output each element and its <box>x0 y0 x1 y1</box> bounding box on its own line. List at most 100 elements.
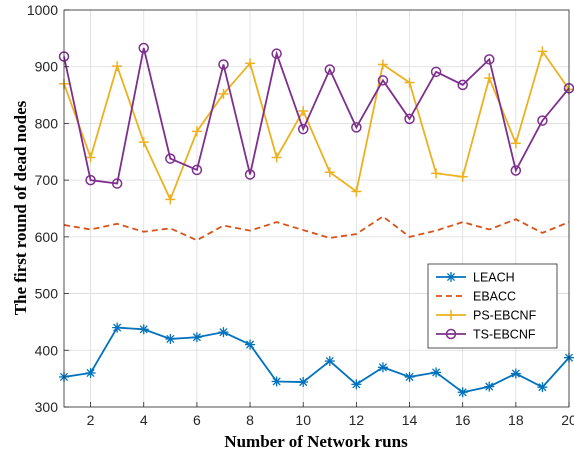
data-point-leach <box>112 322 123 333</box>
series-ps-ebcnf <box>59 46 574 205</box>
marker-stroke <box>432 368 441 377</box>
data-point-leach <box>377 362 388 373</box>
marker-stroke <box>272 377 281 386</box>
x-tick-label: 20 <box>561 412 574 428</box>
series-ebacc <box>63 215 570 242</box>
legend-label: LEACH <box>473 271 515 285</box>
data-point-ps-ebcnf <box>218 88 229 99</box>
y-tick-label: 500 <box>35 286 59 302</box>
legend-marker <box>445 328 457 340</box>
data-point-ps-ebcnf <box>510 138 521 149</box>
series-line-ps-ebcnf <box>63 49 570 202</box>
data-point-leach <box>404 371 415 382</box>
ticks: 2 4 6 8 10 12 14 16 18 20 300 400 500 600 700 800 900 100… <box>27 2 574 428</box>
data-point-ps-ebcnf <box>404 77 415 88</box>
legend-item-ps-ebcnf: PS-EBCNF <box>436 309 537 323</box>
data-point-leach <box>138 324 149 335</box>
marker-stroke <box>86 368 95 378</box>
data-point-ps-ebcnf <box>324 167 335 178</box>
legend-label: PS-EBCNF <box>473 309 537 323</box>
marker-stroke <box>139 325 148 334</box>
marker-stroke <box>458 388 467 397</box>
y-tick-label: 600 <box>35 229 59 245</box>
data-point-ps-ebcnf <box>537 46 548 57</box>
data-point-ts-ebcnf <box>111 178 123 189</box>
data-point-leach <box>85 367 96 378</box>
x-tick-label: 8 <box>246 412 254 428</box>
legend-marker <box>446 310 456 320</box>
marker-stroke <box>166 334 175 344</box>
data-point-ts-ebcnf <box>191 164 203 176</box>
marker-stroke <box>538 383 547 392</box>
data-point-ps-ebcnf <box>112 61 123 72</box>
data-point-leach <box>324 356 335 367</box>
y-tick-label: 300 <box>35 399 59 415</box>
data-point-ps-ebcnf <box>431 168 442 179</box>
x-tick-label: 12 <box>349 412 365 428</box>
legend-marker <box>446 272 456 282</box>
x-tick-label: 14 <box>402 412 418 428</box>
data-point-leach <box>457 387 468 398</box>
x-tick-label: 16 <box>455 412 471 428</box>
marker-stroke <box>219 328 228 337</box>
data-point-ts-ebcnf <box>351 122 362 133</box>
data-point-leach <box>510 368 521 379</box>
data-point-leach <box>271 376 282 387</box>
y-tick-label: 800 <box>35 115 59 131</box>
series-line-ebacc <box>63 215 570 242</box>
y-axis-title: The first round of dead nodes <box>11 100 30 315</box>
data-point-leach <box>298 377 309 388</box>
series-line-ts-ebcnf <box>63 47 570 185</box>
data-point-ts-ebcnf <box>271 48 282 59</box>
data-point-ps-ebcnf <box>457 171 468 182</box>
data-point-ts-ebcnf <box>510 165 522 176</box>
data-point-leach <box>218 327 229 338</box>
data-point-ts-ebcnf <box>324 64 336 75</box>
data-point-ps-ebcnf <box>271 152 282 163</box>
data-point-ps-ebcnf <box>138 137 149 148</box>
data-point-ps-ebcnf <box>351 186 362 197</box>
data-point-leach <box>351 379 362 390</box>
legend-item-leach: LEACH <box>436 271 515 285</box>
data-point-ps-ebcnf <box>377 59 388 70</box>
y-tick-label: 1000 <box>27 2 58 18</box>
data-point-ps-ebcnf <box>298 105 309 116</box>
data-point-ts-ebcnf <box>244 169 256 180</box>
x-tick-label: 6 <box>193 412 201 428</box>
x-tick-label: 4 <box>140 412 148 428</box>
plot-frame <box>63 9 570 408</box>
data-point-ts-ebcnf <box>537 115 548 126</box>
series-leach <box>59 322 574 398</box>
marker-stroke <box>113 323 122 332</box>
series-layer <box>58 42 574 398</box>
y-tick-label: 400 <box>35 342 59 358</box>
marker-stroke <box>405 372 414 382</box>
x-axis-title: Number of Network runs <box>224 432 408 451</box>
data-point-ts-ebcnf <box>138 42 149 54</box>
data-point-ps-ebcnf <box>85 152 96 163</box>
data-point-leach <box>484 381 495 392</box>
x-tick-label: 10 <box>295 412 311 428</box>
data-point-ts-ebcnf <box>457 79 468 91</box>
data-point-ts-ebcnf <box>484 54 495 65</box>
data-point-ts-ebcnf <box>165 153 176 164</box>
x-tick-label: 2 <box>87 412 95 428</box>
marker-stroke <box>352 380 361 389</box>
y-tick-label: 900 <box>35 59 59 75</box>
data-point-leach <box>537 382 548 393</box>
data-point-ps-ebcnf <box>191 126 202 137</box>
marker-stroke <box>192 333 201 342</box>
data-point-ps-ebcnf <box>165 194 176 205</box>
legend-item-ebacc: EBACC <box>436 290 516 304</box>
data-point-ps-ebcnf <box>484 73 495 84</box>
marker-stroke <box>378 363 388 372</box>
data-point-ps-ebcnf <box>245 58 256 69</box>
marker-stroke <box>299 377 308 387</box>
marker-stroke <box>245 340 255 349</box>
data-point-ts-ebcnf <box>404 113 415 125</box>
series-line-leach <box>63 326 570 394</box>
legend-item-ts-ebcnf: TS-EBCNF <box>436 328 536 342</box>
data-point-ts-ebcnf <box>430 66 442 78</box>
marker-stroke <box>446 272 456 282</box>
